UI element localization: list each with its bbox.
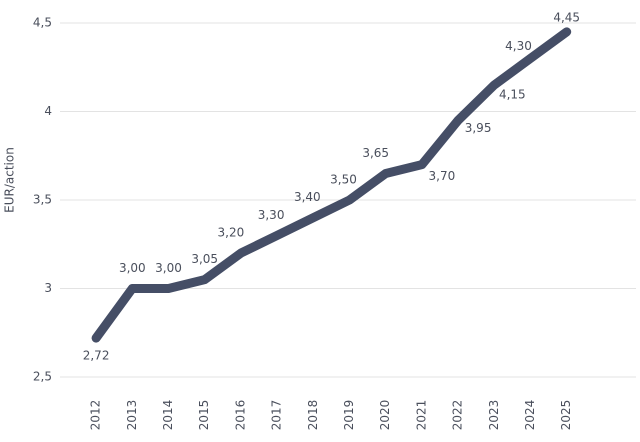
x-tick-label: 2022 xyxy=(451,400,465,431)
value-label: 3,20 xyxy=(218,226,245,240)
value-label: 4,45 xyxy=(553,10,580,24)
x-tick-label: 2012 xyxy=(89,400,103,431)
value-label: 3,95 xyxy=(465,121,492,135)
x-tick-label: 2018 xyxy=(306,400,320,431)
value-label: 3,50 xyxy=(330,173,357,187)
y-tick-label: 3 xyxy=(44,281,52,295)
y-tick-label: 4 xyxy=(44,104,52,118)
x-tick-label: 2017 xyxy=(270,400,284,431)
value-label: 3,30 xyxy=(258,208,285,222)
y-tick-label: 3,5 xyxy=(33,193,52,207)
x-tick-label: 2013 xyxy=(125,400,139,431)
data-line xyxy=(91,27,572,343)
y-tick-label: 2,5 xyxy=(33,370,52,384)
value-label: 3,65 xyxy=(362,146,389,160)
x-tick-label: 2014 xyxy=(161,400,175,431)
x-tick-label: 2025 xyxy=(559,400,573,431)
value-label: 3,05 xyxy=(191,252,218,266)
x-tick-label: 2023 xyxy=(487,400,501,431)
value-label: 3,00 xyxy=(119,261,146,275)
x-tick-label: 2015 xyxy=(197,400,211,431)
x-tick-label: 2021 xyxy=(414,400,428,431)
value-label: 3,70 xyxy=(429,169,456,183)
x-tick-label: 2016 xyxy=(233,400,247,431)
value-label: 2,72 xyxy=(83,349,110,363)
x-tick-label: 2020 xyxy=(378,400,392,431)
value-label: 3,40 xyxy=(294,190,321,204)
x-tick-label: 2019 xyxy=(342,400,356,431)
value-label: 4,30 xyxy=(505,39,532,53)
value-label: 3,00 xyxy=(155,261,182,275)
x-tick-label: 2024 xyxy=(523,400,537,431)
value-label: 4,15 xyxy=(499,87,526,101)
y-axis-label: EUR/action xyxy=(3,147,17,213)
y-tick-label: 4,5 xyxy=(33,16,52,30)
